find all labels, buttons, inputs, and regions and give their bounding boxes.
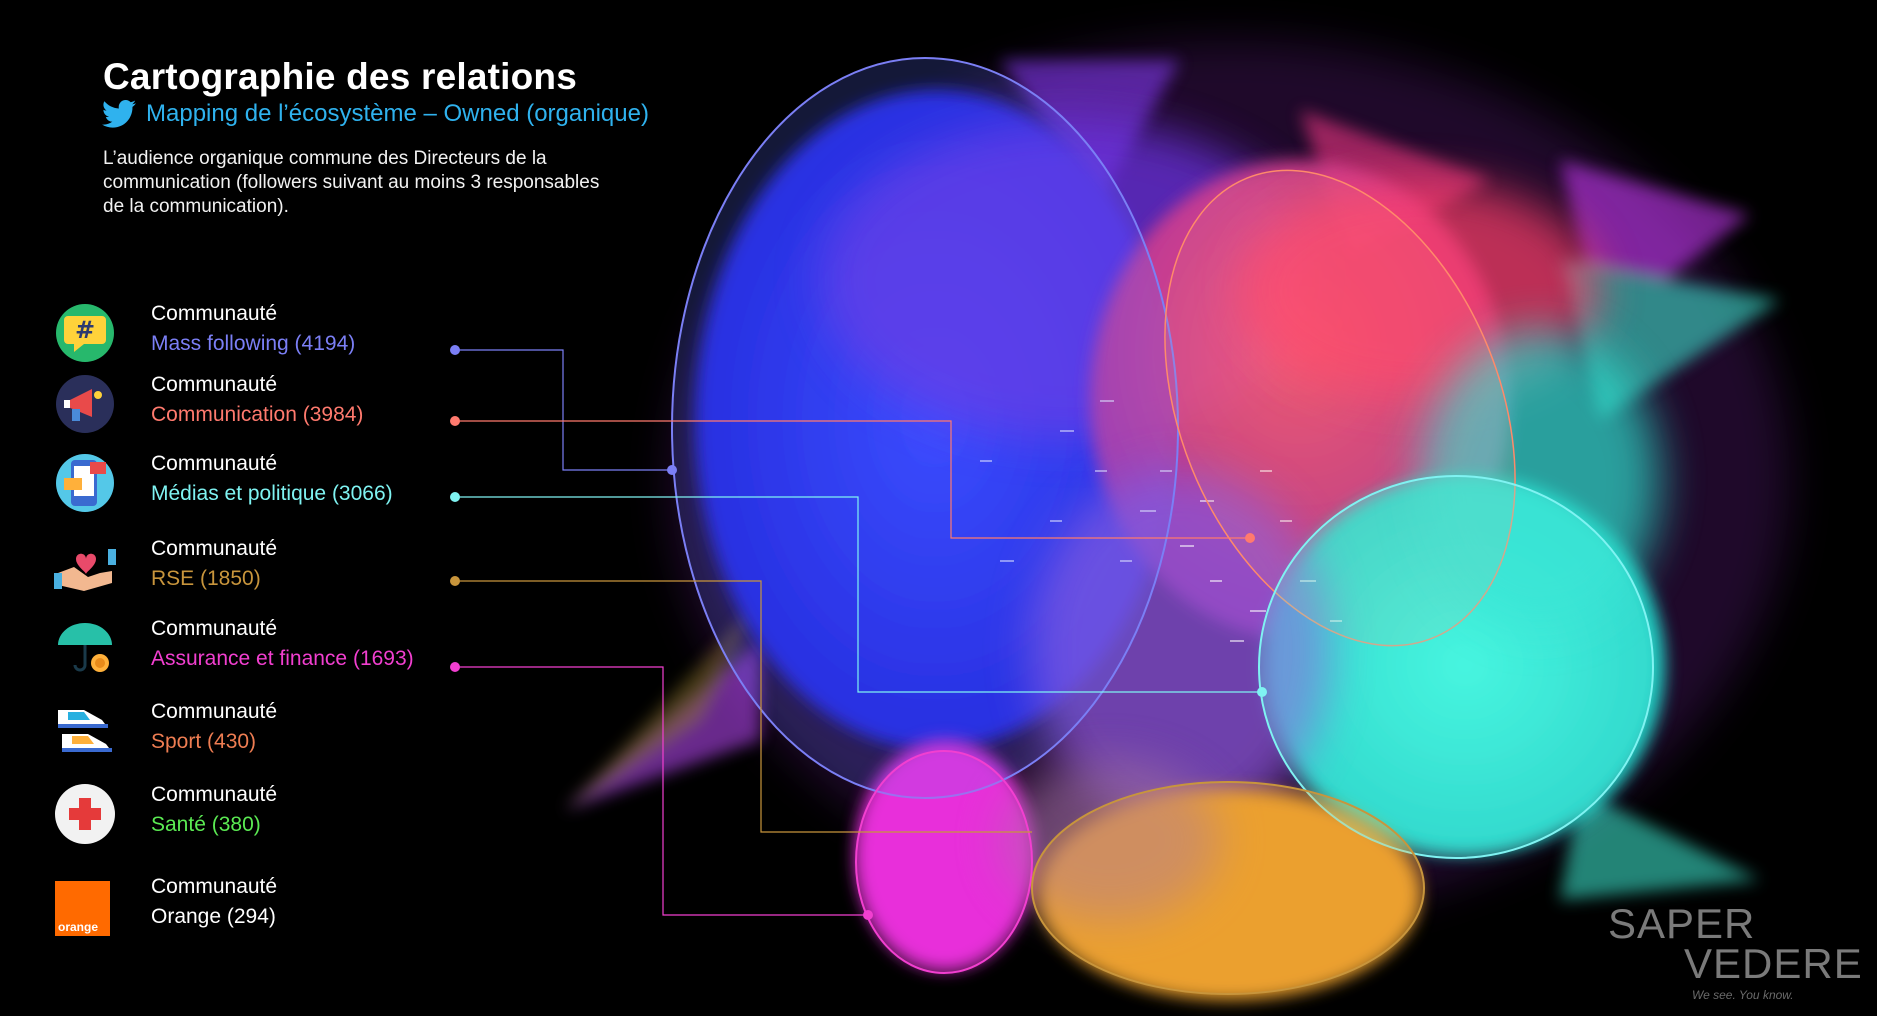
leader-line-communication (455, 420, 1250, 539)
subtitle-row: Mapping de l’écosystème – Owned (organiq… (102, 99, 649, 129)
community-prefix: Communauté (151, 537, 278, 560)
community-medias-politique: Communauté Médias et politique (3066) (0, 452, 460, 522)
leader-dots (450, 345, 1267, 920)
community-name: Sport (430) (151, 730, 257, 753)
community-name: Communication (3984) (151, 403, 364, 426)
community-name: Assurance et finance (1693) (151, 647, 414, 670)
outline-rse (1031, 781, 1425, 995)
community-name: Mass following (4194) (151, 332, 356, 355)
orange-logo-text: orange (58, 920, 99, 934)
community-assurance-finance: Communauté Assurance et finance (1693) (0, 617, 460, 687)
community-name: Santé (380) (151, 813, 261, 836)
sneakers-icon (58, 710, 112, 752)
outline-medias-politique (1258, 475, 1654, 859)
outline-assurance-finance (855, 750, 1033, 974)
community-prefix: Communauté (151, 783, 278, 806)
page-title: Cartographie des relations (103, 56, 577, 97)
outline-mass-following (671, 57, 1179, 799)
heart-hands-icon (54, 549, 116, 591)
red-cross-icon (55, 784, 115, 844)
community-prefix: Communauté (151, 302, 278, 325)
community-rse: Communauté RSE (1850) (0, 537, 460, 607)
orange-logo-icon: orange (55, 881, 110, 936)
brand-tagline: We see. You know. (1692, 988, 1794, 1002)
brand-line2: VEDERE (1684, 940, 1863, 987)
network-cloud (565, 40, 1790, 1000)
hashtag-chat-icon: # (56, 304, 114, 362)
community-prefix: Communauté (151, 452, 278, 475)
community-orange: orange Communauté Orange (294) (0, 875, 460, 945)
svg-text:#: # (75, 316, 95, 344)
outline-communication (1164, 169, 1516, 647)
umbrella-coin-icon (58, 623, 112, 672)
community-communication: Communauté Communication (3984) (0, 373, 460, 443)
description: L’audience organique commune des Directe… (103, 148, 600, 217)
community-name: Médias et politique (3066) (151, 482, 393, 505)
community-prefix: Communauté (151, 700, 278, 723)
community-prefix: Communauté (151, 617, 278, 640)
saper-vedere-logo: SAPER VEDERE We see. You know. (1608, 900, 1862, 1005)
media-phone-icon (56, 454, 114, 512)
twitter-bird-icon (102, 99, 136, 128)
leader-line-medias (455, 496, 1262, 693)
leader-lines (455, 349, 1262, 916)
leader-line-rse (455, 580, 1032, 833)
community-sport: Communauté Sport (430) (0, 700, 460, 770)
leader-line-mass-following (455, 349, 672, 471)
community-sante: Communauté Santé (380) (0, 783, 460, 853)
leader-line-assurance (455, 666, 868, 916)
community-name: Orange (294) (151, 905, 276, 928)
page-subtitle: Mapping de l’écosystème – Owned (organiq… (146, 100, 649, 127)
brand-line1: SAPER (1608, 900, 1756, 947)
community-name: RSE (1850) (151, 567, 261, 590)
community-prefix: Communauté (151, 875, 278, 898)
community-mass-following: # Communauté Mass following (4194) (0, 302, 460, 372)
community-prefix: Communauté (151, 373, 278, 396)
megaphone-icon (56, 375, 114, 433)
